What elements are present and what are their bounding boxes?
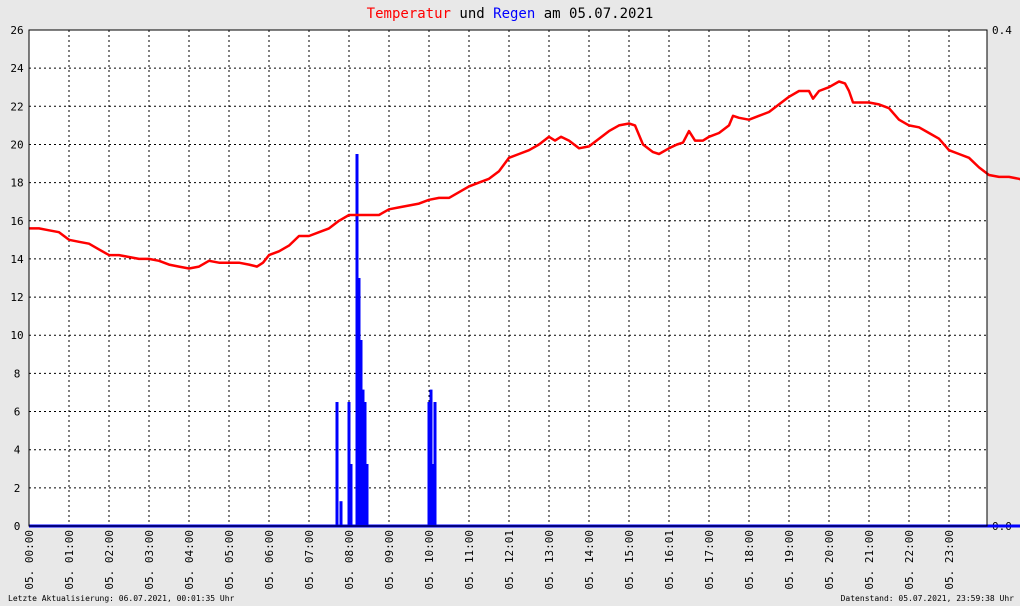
title-temperatur: Temperatur: [367, 6, 451, 22]
y-left-tick-label: 4: [14, 444, 21, 457]
footer-last-update: Letzte Aktualisierung: 06.07.2021, 00:01…: [8, 594, 235, 603]
y-left-tick-label: 10: [10, 329, 23, 342]
x-tick-label: 05. 08:00: [343, 530, 356, 590]
y-left-tick-label: 26: [10, 24, 23, 37]
x-tick-label: 05. 06:00: [263, 530, 276, 590]
y-right-tick-label: 0.4: [992, 24, 1012, 37]
x-tick-label: 05. 21:00: [863, 530, 876, 590]
y-left-tick-label: 22: [10, 100, 23, 113]
rain-bar: [429, 389, 433, 526]
plot-area: [29, 30, 987, 526]
rain-bar: [355, 154, 359, 526]
x-tick-label: 05. 01:00: [63, 530, 76, 590]
x-tick-label: 05. 15:00: [623, 530, 636, 590]
y-left-tick-label: 18: [10, 177, 23, 190]
y-left-tick-label: 24: [10, 62, 24, 75]
rain-bar: [339, 501, 343, 526]
y-left-tick-label: 14: [10, 253, 24, 266]
rain-bar: [359, 340, 363, 526]
x-tick-label: 05. 03:00: [143, 530, 156, 590]
x-tick-label: 05. 04:00: [183, 530, 196, 590]
y-left-tick-label: 20: [10, 138, 23, 151]
title-date: am 05.07.2021: [544, 6, 654, 22]
x-tick-label: 05. 23:00: [943, 530, 956, 590]
x-tick-label: 05. 07:00: [303, 530, 316, 590]
y-left-tick-label: 8: [14, 367, 21, 380]
y-left-tick-label: 0: [14, 520, 21, 533]
y-left-tick-label: 16: [10, 215, 23, 228]
y-axis-right: 0.00.4: [992, 24, 1012, 533]
temperature-line: [29, 80, 1020, 270]
x-tick-label: 05. 05:00: [223, 530, 236, 590]
x-tick-label: 05. 11:00: [463, 530, 476, 590]
x-tick-label: 05. 22:00: [903, 530, 916, 590]
x-tick-label: 05. 13:00: [543, 530, 556, 590]
x-tick-label: 05. 20:00: [823, 530, 836, 590]
x-tick-label: 05. 10:00: [423, 530, 436, 590]
rain-bar: [357, 278, 361, 526]
rain-bar: [365, 464, 369, 526]
x-tick-label: 05. 09:00: [383, 530, 396, 590]
rain-bar: [363, 402, 367, 526]
rain-bar: [349, 464, 353, 526]
rain-bar: [431, 464, 435, 526]
y-left-tick-label: 6: [14, 406, 21, 419]
y-left-tick-label: 2: [14, 482, 21, 495]
title-und: und: [459, 6, 484, 22]
x-tick-label: 05. 17:00: [703, 530, 716, 590]
rain-bar: [361, 389, 365, 526]
rain-bar: [335, 402, 339, 526]
x-tick-label: 05. 02:00: [103, 530, 116, 590]
footer-data-status: Datenstand: 05.07.2021, 23:59:38 Uhr: [841, 594, 1015, 603]
rain-bar: [427, 402, 431, 526]
x-tick-label: 05. 14:00: [583, 530, 596, 590]
x-tick-label: 05. 00:00: [23, 530, 36, 590]
x-axis: 05. 00:00 05. 01:00 05. 02:00 05. 03:00 05. …: [23, 530, 956, 590]
y-left-tick-label: 12: [10, 291, 23, 304]
x-tick-label: 05. 12:01: [503, 530, 516, 590]
temperature-series: [29, 80, 1020, 270]
plot-border: [28, 29, 988, 527]
title-regen: Regen: [493, 6, 535, 22]
rain-bar: [433, 402, 437, 526]
rain-bar: [347, 402, 351, 526]
chart-title: Temperatur und Regen am 05.07.2021: [367, 6, 654, 22]
x-tick-label: 05. 18:00: [743, 530, 756, 590]
x-tick-label: 05. 19:00: [783, 530, 796, 590]
x-tick-label: 05. 16:01: [663, 530, 676, 590]
